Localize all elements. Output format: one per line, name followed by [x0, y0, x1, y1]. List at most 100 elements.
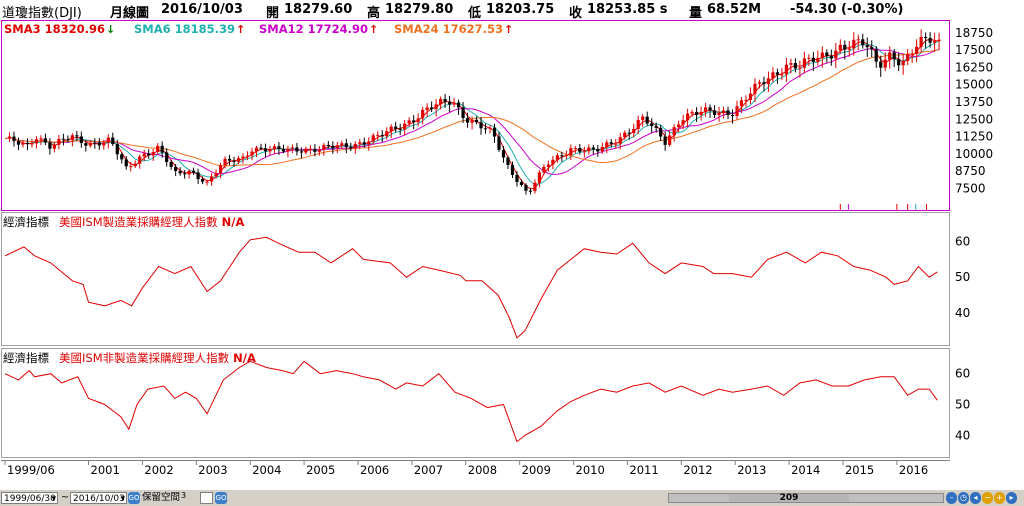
candle-up: [748, 93, 753, 100]
pan-right-icon[interactable]: +: [994, 492, 1005, 504]
candle-down: [461, 107, 465, 119]
candle-down: [295, 147, 299, 152]
price-tick-label: 13750: [955, 95, 993, 109]
high-label: 高: [367, 6, 381, 21]
candle-down: [12, 136, 16, 142]
candle-up: [385, 131, 389, 137]
chevron-down-icon: ▾: [120, 494, 125, 504]
volume-label: 量: [689, 6, 703, 21]
candle-up: [138, 156, 142, 164]
x-tick-label: 2013: [737, 463, 766, 477]
candle-down: [474, 119, 479, 123]
sma-legend-sma3: SMA3 18320.96↓: [4, 22, 116, 36]
candle-down: [331, 145, 335, 149]
candle-down: [892, 52, 896, 60]
candle-up: [739, 100, 744, 107]
candle-up: [802, 58, 806, 68]
candle-up: [218, 165, 223, 174]
go-icon[interactable]: GO: [215, 492, 227, 504]
candle-down: [344, 143, 348, 148]
chart-area[interactable]: 7500 8750 10000 11250 12500 13750 15000 16250 17…: [0, 0, 1024, 490]
pan-left-icon[interactable]: −: [982, 492, 993, 504]
candle-up: [133, 163, 137, 167]
scroll-position[interactable]: 209: [729, 494, 849, 503]
end-date-select[interactable]: 2016/10/03 ▾: [70, 492, 127, 504]
candle-up: [34, 139, 39, 144]
zoom-out-icon[interactable]: –: [946, 492, 957, 504]
candle-down: [183, 173, 187, 175]
go-icon[interactable]: GO: [128, 492, 140, 504]
candle-up: [901, 61, 905, 66]
candle-down: [115, 144, 119, 155]
candle-up: [605, 142, 609, 147]
candle-down: [712, 110, 717, 116]
candle-down: [654, 126, 658, 128]
indicator-tick-label: 50: [955, 270, 970, 284]
indicator-tick-label: 40: [955, 306, 970, 320]
x-tick-label: 2015: [845, 463, 874, 477]
candle-up: [187, 170, 191, 175]
candle-down: [362, 142, 366, 145]
candle-down: [48, 142, 52, 149]
price-tick-label: 10000: [955, 147, 993, 161]
close-label: 收: [569, 6, 583, 21]
arrow-right-icon[interactable]: ▸: [1006, 492, 1017, 504]
candle-up: [30, 143, 34, 145]
candle-up: [686, 113, 690, 121]
indicator-tick-label: 60: [955, 367, 970, 381]
candle-down: [861, 39, 865, 46]
horizontal-scrollbar[interactable]: 209: [668, 493, 944, 503]
candle-down: [124, 159, 128, 167]
candle-down: [578, 147, 582, 152]
candle-down: [232, 160, 236, 162]
clock-icon[interactable]: ◷: [958, 492, 969, 504]
candle-down: [865, 45, 869, 48]
candle-down: [609, 142, 613, 144]
candle-down: [479, 122, 483, 129]
candle-up: [142, 153, 146, 157]
candle-up: [933, 41, 937, 43]
arrow-left-icon[interactable]: ◂: [970, 492, 981, 504]
candle-down: [897, 59, 901, 66]
series-name: 美國ISM製造業採購經理人指數: [59, 215, 218, 229]
candle-down: [483, 128, 488, 130]
candle-down: [160, 145, 164, 153]
candle-up: [569, 148, 573, 156]
candle-down: [75, 135, 79, 137]
candle-up: [672, 127, 676, 136]
candle-up: [322, 144, 326, 150]
sma-legend-sma24: SMA24 17627.53↑: [394, 22, 514, 36]
candle-up: [537, 172, 542, 183]
candle-up: [403, 123, 407, 130]
period-label: 月線圖: [110, 6, 150, 21]
candle-up: [784, 64, 789, 75]
candle-down: [510, 165, 515, 175]
x-tick-label: 2004: [252, 463, 281, 477]
candle-up: [600, 146, 604, 152]
nonmfg-panel-frame: [1, 348, 950, 458]
candle-up: [906, 53, 910, 62]
candle-up: [340, 143, 344, 146]
candle-down: [924, 36, 928, 38]
candle-down: [501, 149, 506, 158]
candle-up: [757, 82, 762, 84]
candle-down: [97, 142, 101, 146]
candle-up: [88, 142, 92, 146]
low-value: 18203.75: [486, 2, 555, 17]
candle-down: [515, 174, 519, 182]
candle-down: [456, 102, 461, 108]
start-date-select[interactable]: 1999/06/30 ▾: [1, 492, 58, 504]
candle-down: [196, 172, 200, 180]
candle-down: [25, 142, 30, 145]
candle-up: [915, 46, 919, 54]
candle-down: [66, 139, 70, 141]
candle-down: [627, 132, 631, 134]
candle-up: [286, 148, 290, 152]
candle-down: [775, 72, 780, 75]
indicator-tick-label: 60: [955, 235, 970, 249]
keep-space-stepper[interactable]: [200, 492, 213, 504]
candle-up: [753, 83, 757, 94]
candle-up: [214, 173, 218, 177]
x-tick-label: 2008: [468, 463, 497, 477]
candle-down: [843, 44, 847, 50]
